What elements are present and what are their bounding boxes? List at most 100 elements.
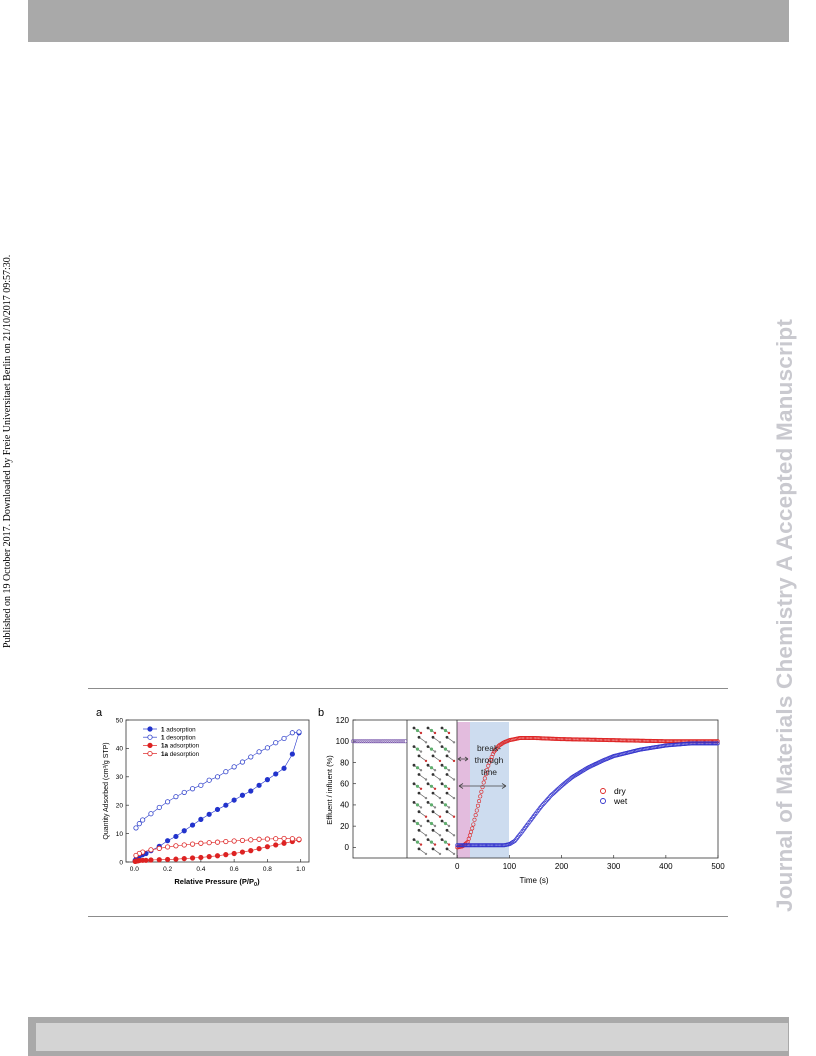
- crystal-atom: [438, 759, 442, 763]
- panel-a-point: [248, 788, 254, 794]
- crystal-atom: [438, 778, 442, 781]
- crystal-atom: [431, 828, 435, 832]
- crystal-structure-illustration: [412, 726, 456, 856]
- panel-b-point: [474, 808, 479, 813]
- panel-b-point: [467, 833, 472, 838]
- panel-b-point: [376, 739, 381, 744]
- crystal-atom: [417, 810, 421, 814]
- panel-a-point: [296, 729, 302, 735]
- panel-a-ticks: 0.0 0.2 0.4 0.6 0.8 1.0 0 10 20 30 40 50: [116, 717, 306, 873]
- crystal-atom: [424, 759, 428, 763]
- crystal-atom: [431, 754, 435, 758]
- panel-a-legend-entry: 1 desorption: [161, 735, 196, 742]
- crystal-atom: [438, 852, 442, 856]
- panel-a-point: [231, 838, 237, 844]
- panel-b-points: [350, 736, 720, 850]
- crystal-atom: [412, 745, 416, 748]
- panel-a-point: [148, 857, 154, 863]
- panel-a-point: [214, 853, 221, 859]
- crystal-atom-metal: [415, 747, 420, 751]
- panel-a-point: [198, 840, 204, 846]
- panel-b-point: [549, 793, 554, 798]
- breakthrough-label-3: time: [481, 767, 497, 777]
- panel-a-point: [231, 850, 237, 857]
- crystal-bond: [432, 737, 441, 743]
- crystal-bond: [446, 755, 455, 762]
- panel-a-xtick-label: 0.6: [230, 866, 239, 873]
- panel-a-point: [264, 844, 271, 850]
- figure-rule-top: [88, 688, 728, 689]
- crystal-atom-metal: [429, 803, 434, 807]
- panel-a-legend-entry: 1 adsorption: [161, 726, 196, 733]
- crystal-bond: [446, 792, 455, 799]
- breakthrough-arrowheads: [458, 783, 507, 789]
- crystal-bond: [446, 830, 455, 836]
- crystal-atom: [412, 819, 416, 823]
- crystal-atom: [417, 847, 421, 851]
- panel-a-ytick-label: 50: [116, 717, 124, 724]
- panel-b-point: [392, 739, 397, 744]
- panel-a-point: [281, 765, 287, 771]
- crystal-atom: [438, 796, 442, 800]
- breakthrough-label-2: through: [475, 755, 504, 765]
- panel-a-point: [289, 751, 295, 757]
- crystal-atom: [452, 815, 456, 818]
- crystal-bond: [418, 811, 427, 817]
- crystal-atom: [438, 815, 442, 818]
- crystal-atom: [445, 810, 449, 814]
- panel-a-point: [248, 837, 254, 843]
- crystal-atom: [426, 745, 430, 748]
- panel-a-point: [198, 782, 204, 788]
- panel-b-point: [378, 739, 383, 744]
- panel-b-point: [553, 788, 558, 793]
- panel-a-point: [239, 849, 246, 855]
- panel-a-point: [256, 846, 262, 852]
- panel-b-point: [481, 780, 486, 785]
- crystal-bond: [432, 774, 441, 780]
- panel-a-point: [281, 835, 287, 842]
- panel-b-legend-marker: [600, 798, 606, 804]
- panel-b-ytick-label: 120: [336, 716, 350, 725]
- panel-a-point: [248, 754, 254, 760]
- crystal-atom: [447, 731, 451, 735]
- panel-b-ytick-label: 0: [345, 843, 350, 852]
- panel-b-point: [480, 785, 485, 790]
- panel-b-ytick-label: 80: [340, 758, 349, 767]
- panel-b-point: [359, 739, 364, 744]
- panel-a-point: [273, 740, 279, 746]
- crystal-bond: [446, 737, 455, 743]
- panel-a-point: [173, 856, 179, 862]
- panel-a-ytick-label: 30: [116, 774, 124, 781]
- crystal-atom: [431, 810, 435, 814]
- panel-b-point: [555, 787, 560, 792]
- header-bar: [28, 0, 789, 42]
- crystal-atom: [447, 843, 451, 846]
- crystal-atom-metal: [443, 803, 448, 807]
- panel-a-ytick-label: 20: [116, 803, 124, 810]
- crystal-atom: [419, 769, 423, 772]
- crystal-bond: [418, 848, 427, 855]
- panel-b-point: [558, 784, 563, 789]
- crystal-atom: [452, 852, 456, 856]
- panel-b-point: [382, 739, 387, 744]
- crystal-atom: [424, 834, 428, 837]
- panel-b-legend-entry: wet: [613, 796, 628, 806]
- panel-a-ylabel: Quantity Adsorbed (cm³/g STP): [103, 742, 110, 839]
- breakthrough-label-1: break-: [477, 743, 501, 753]
- panel-b-point: [714, 739, 719, 744]
- panel-a-point: [223, 769, 229, 775]
- crystal-atom-metal: [429, 821, 434, 826]
- crystal-atom: [419, 787, 423, 790]
- crystal-atom: [419, 824, 423, 828]
- panel-b-point: [475, 803, 480, 808]
- crystal-atom-metal: [443, 821, 448, 826]
- panel-b-point: [373, 739, 378, 744]
- panel-a-point: [239, 759, 246, 765]
- crystal-atom-metal: [429, 840, 434, 844]
- panel-b-xtick-label: 100: [503, 862, 517, 871]
- panel-a-point: [156, 804, 162, 811]
- crystal-atom: [419, 843, 423, 846]
- panel-b-xtick-label: 300: [607, 862, 621, 871]
- crystal-atom: [417, 754, 421, 758]
- panel-a-point: [264, 745, 271, 751]
